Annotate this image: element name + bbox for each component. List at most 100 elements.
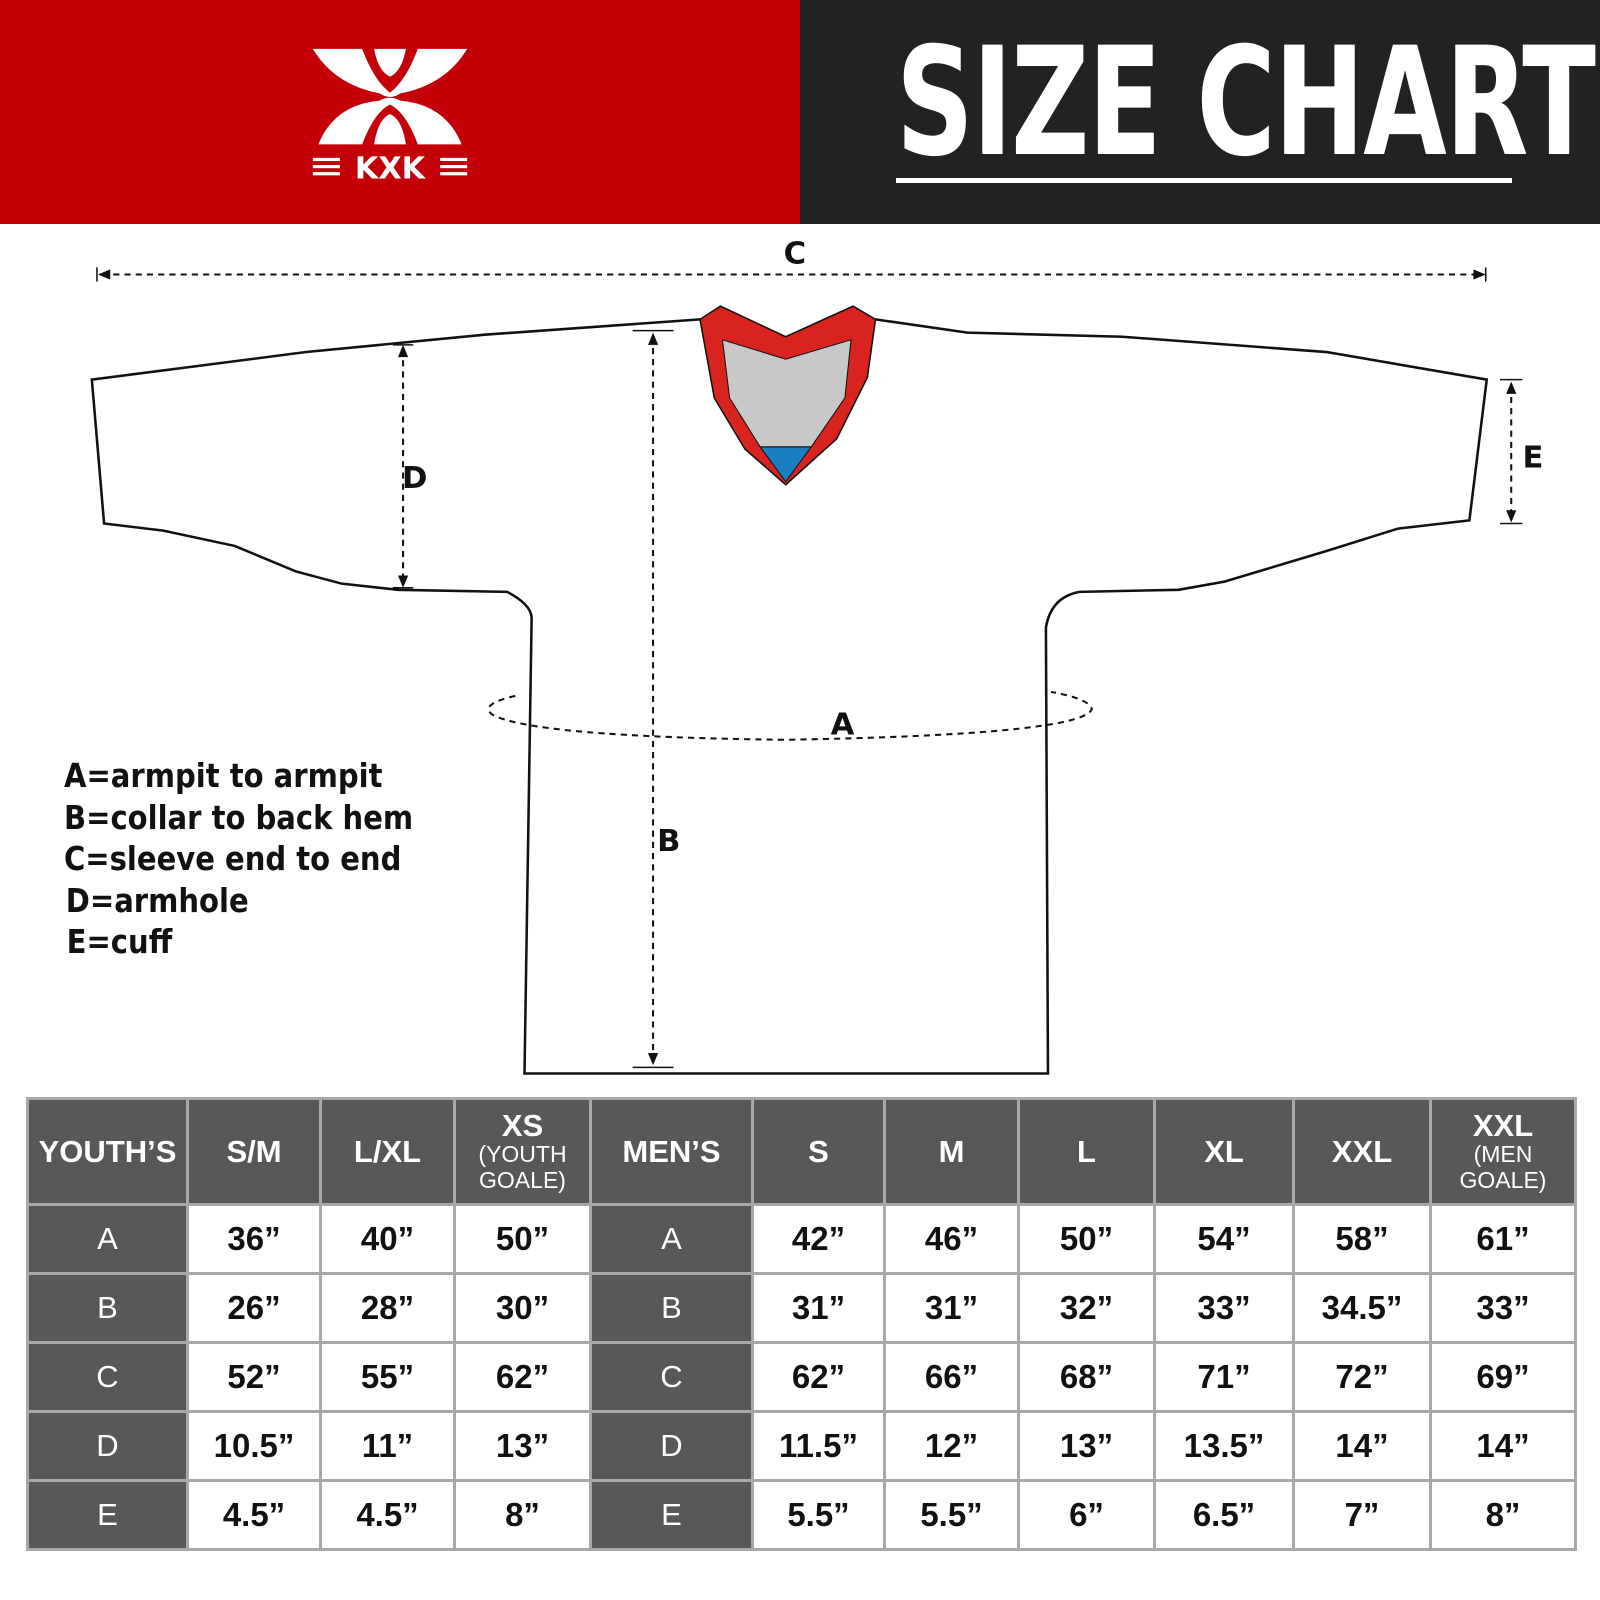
measurement-cell: 61” [1429, 1203, 1577, 1275]
measurement-cell: 5.5” [883, 1479, 1020, 1551]
title-underline [896, 178, 1512, 183]
measurement-cell: 34.5” [1292, 1272, 1432, 1344]
measurement-cell: 42” [751, 1203, 886, 1275]
table-header-row: YOUTH’S S/M L/XL XS (YOUTH GOALE) MEN’S S M L XL X… [26, 1097, 1577, 1206]
measurement-cell: 58” [1292, 1203, 1432, 1275]
measurement-cell: 72” [1292, 1341, 1432, 1413]
size-label: L [1077, 1133, 1096, 1169]
title-banner [800, 0, 1600, 224]
measurement-cell: 33” [1429, 1272, 1577, 1344]
size-label: XL [1204, 1133, 1244, 1169]
row-label: D [26, 1410, 189, 1482]
table-row: D 10.5” 11” 13” D 11.5” 12” 13” 13.5” 14” 14” [26, 1410, 1577, 1482]
table-row: E 4.5” 4.5” 8” E 5.5” 5.5” 6” 6.5” 7” 8” [26, 1479, 1577, 1551]
measurement-cell: 6” [1017, 1479, 1156, 1551]
row-label: D [589, 1410, 754, 1482]
size-label: YOUTH’S [38, 1133, 177, 1169]
size-label: MEN’S [622, 1133, 721, 1169]
size-label: XXL [1331, 1133, 1393, 1169]
size-label: L/XL [353, 1133, 422, 1169]
measurement-cell: 14” [1429, 1410, 1577, 1482]
measurement-cell: 33” [1153, 1272, 1295, 1344]
men-size-header: L [1017, 1097, 1156, 1206]
measurement-cell: 8” [453, 1479, 592, 1551]
measurement-cell: 30” [453, 1272, 592, 1344]
label-e: E [1522, 440, 1543, 475]
row-label: C [26, 1341, 189, 1413]
measurement-cell: 69” [1429, 1341, 1577, 1413]
size-label: XS [501, 1107, 544, 1143]
measurement-cell: 6.5” [1153, 1479, 1295, 1551]
jersey-outline [90, 318, 1489, 1075]
measurement-legend: A=armpit to armpit B=collar to back hem … [64, 755, 413, 963]
legend-item-a: A=armpit to armpit [64, 756, 383, 795]
measurement-cell: 11” [319, 1410, 456, 1482]
measurement-cell: 62” [751, 1341, 886, 1413]
measurement-cell: 52” [186, 1341, 322, 1413]
size-table: YOUTH’S S/M L/XL XS (YOUTH GOALE) MEN’S S M L XL X… [26, 1097, 1577, 1551]
collar [699, 305, 877, 486]
row-label: C [589, 1341, 754, 1413]
table-row: C 52” 55” 62” C 62” 66” 68” 71” 72” 69” [26, 1341, 1577, 1413]
logo-text: KXK [355, 152, 427, 187]
measurement-cell: 31” [751, 1272, 886, 1344]
size-label: S/M [226, 1133, 282, 1169]
legend-item-c: C=sleeve end to end [64, 839, 402, 878]
measurement-cell: 4.5” [319, 1479, 456, 1551]
table-row: A 36” 40” 50” A 42” 46” 50” 54” 58” 61” [26, 1203, 1577, 1275]
men-size-header: XXL [1292, 1097, 1432, 1206]
men-size-header: XL [1153, 1097, 1295, 1206]
measurement-cell: 31” [883, 1272, 1020, 1344]
size-label: M [938, 1133, 965, 1169]
measurement-cell: 68” [1017, 1341, 1156, 1413]
measurement-cell: 5.5” [751, 1479, 886, 1551]
measurement-cell: 13” [453, 1410, 592, 1482]
measurement-cell: 50” [1017, 1203, 1156, 1275]
row-label: A [26, 1203, 189, 1275]
label-c: C [784, 236, 806, 271]
youth-size-header: S/M [186, 1097, 322, 1206]
measurement-cell: 55” [319, 1341, 456, 1413]
label-b: B [657, 824, 680, 859]
measurement-cell: 62” [453, 1341, 592, 1413]
legend-item-d: D=armhole [65, 880, 249, 920]
row-label: E [589, 1479, 754, 1551]
measurement-cell: 8” [1429, 1479, 1577, 1551]
size-sublabel: (MEN GOALE) [1459, 1140, 1547, 1193]
table-row: B 26” 28” 30” B 31” 31” 32” 33” 34.5” 33” [26, 1272, 1577, 1344]
men-header: MEN’S [589, 1097, 754, 1206]
men-size-header: M [883, 1097, 1020, 1206]
row-label: B [26, 1272, 189, 1344]
youth-header: YOUTH’S [26, 1097, 189, 1206]
legend-item-e: E=cuff [66, 922, 173, 961]
men-size-header: XXL (MEN GOALE) [1429, 1097, 1577, 1206]
measurement-cell: 14” [1292, 1410, 1432, 1482]
measurement-cell: 7” [1292, 1479, 1432, 1551]
measurement-cell: 46” [883, 1203, 1020, 1275]
measurement-cell: 50” [453, 1203, 592, 1275]
measurement-cell: 12” [883, 1410, 1020, 1482]
measurement-cell: 4.5” [186, 1479, 322, 1551]
row-label: E [26, 1479, 189, 1551]
row-label: A [589, 1203, 754, 1275]
size-label: S [808, 1133, 829, 1169]
measurement-cell: 36” [186, 1203, 322, 1275]
measurement-cell: 40” [319, 1203, 456, 1275]
measurement-cell: 54” [1153, 1203, 1295, 1275]
measurement-cell: 28” [319, 1272, 456, 1344]
measurement-cell: 26” [186, 1272, 322, 1344]
measurement-cell: 11.5” [751, 1410, 886, 1482]
dimension-a [487, 690, 1093, 741]
men-size-header: S [751, 1097, 886, 1206]
legend-item-b: B=collar to back hem [64, 797, 414, 837]
measurement-cell: 66” [883, 1341, 1020, 1413]
measurement-cell: 10.5” [186, 1410, 322, 1482]
label-a: A [831, 708, 855, 743]
youth-size-header: L/XL [319, 1097, 456, 1206]
measurement-cell: 32” [1017, 1272, 1156, 1344]
kxk-logo: KXK [312, 48, 468, 187]
size-sublabel: (YOUTH GOALE) [478, 1140, 567, 1193]
measurement-cell: 71” [1153, 1341, 1295, 1413]
youth-size-header: XS (YOUTH GOALE) [453, 1097, 592, 1206]
